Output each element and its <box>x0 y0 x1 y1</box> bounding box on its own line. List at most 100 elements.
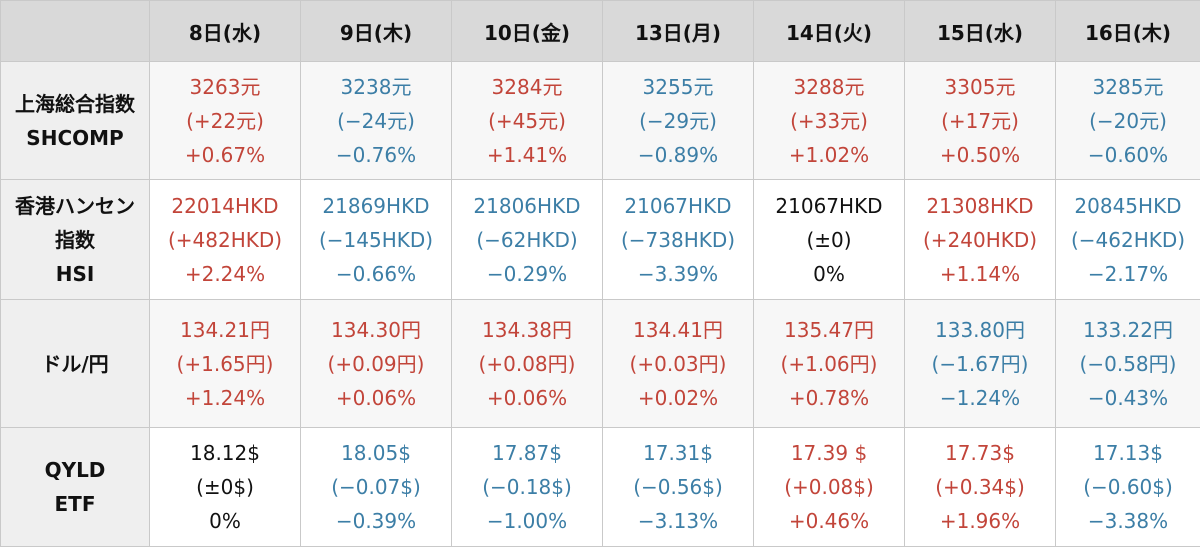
price-value: 3238元 <box>301 70 451 104</box>
price-change: (−0.60$) <box>1056 470 1200 504</box>
price-change-percent: +1.41% <box>452 138 602 172</box>
price-value: 3263元 <box>150 70 300 104</box>
date-header: 8日(水) <box>150 1 301 62</box>
price-change-percent: +2.24% <box>150 257 300 291</box>
price-value: 133.22円 <box>1056 313 1200 347</box>
price-cell: 3288元(+33元)+1.02% <box>754 62 905 180</box>
row-label-line: ドル/円 <box>1 347 149 381</box>
price-value: 17.31$ <box>603 436 753 470</box>
price-value: 17.73$ <box>905 436 1055 470</box>
price-cell: 3255元(−29元)−0.89% <box>603 62 754 180</box>
price-change: (−145HKD) <box>301 223 451 257</box>
price-value: 21067HKD <box>603 189 753 223</box>
price-value: 133.80円 <box>905 313 1055 347</box>
price-change-percent: +1.02% <box>754 138 904 172</box>
price-change-percent: −3.38% <box>1056 504 1200 538</box>
price-change: (+0.08円) <box>452 347 602 381</box>
date-header: 9日(木) <box>301 1 452 62</box>
price-cell: 21806HKD(−62HKD)−0.29% <box>452 180 603 300</box>
price-value: 21067HKD <box>754 189 904 223</box>
price-change: (−29元) <box>603 104 753 138</box>
price-change: (−20元) <box>1056 104 1200 138</box>
price-change-percent: −0.89% <box>603 138 753 172</box>
price-cell: 21308HKD(+240HKD)+1.14% <box>905 180 1056 300</box>
price-cell: 134.38円(+0.08円)+0.06% <box>452 300 603 428</box>
price-cell: 17.39 $(+0.08$)+0.46% <box>754 428 905 547</box>
price-change-percent: −0.76% <box>301 138 451 172</box>
corner-cell <box>1 1 150 62</box>
price-change: (+482HKD) <box>150 223 300 257</box>
price-change-percent: −0.66% <box>301 257 451 291</box>
price-change-percent: +0.67% <box>150 138 300 172</box>
price-value: 3284元 <box>452 70 602 104</box>
price-value: 18.12$ <box>150 436 300 470</box>
price-change-percent: +0.02% <box>603 381 753 415</box>
price-value: 3255元 <box>603 70 753 104</box>
price-cell: 3284元(+45元)+1.41% <box>452 62 603 180</box>
price-change: (+1.06円) <box>754 347 904 381</box>
price-change: (+33元) <box>754 104 904 138</box>
price-change: (+0.03円) <box>603 347 753 381</box>
price-cell: 135.47円(+1.06円)+0.78% <box>754 300 905 428</box>
price-cell: 17.13$(−0.60$)−3.38% <box>1056 428 1200 547</box>
price-value: 3288元 <box>754 70 904 104</box>
price-change-percent: −0.60% <box>1056 138 1200 172</box>
price-change-percent: −0.29% <box>452 257 602 291</box>
price-value: 134.21円 <box>150 313 300 347</box>
price-change: (+240HKD) <box>905 223 1055 257</box>
price-value: 18.05$ <box>301 436 451 470</box>
price-change: (+45元) <box>452 104 602 138</box>
price-change: (−0.07$) <box>301 470 451 504</box>
price-change: (−62HKD) <box>452 223 602 257</box>
row-label-line: HSI <box>1 257 149 291</box>
price-cell: 133.22円(−0.58円)−0.43% <box>1056 300 1200 428</box>
price-change-percent: −1.24% <box>905 381 1055 415</box>
date-header: 13日(月) <box>603 1 754 62</box>
price-cell: 134.21円(+1.65円)+1.24% <box>150 300 301 428</box>
price-change: (−0.56$) <box>603 470 753 504</box>
price-change: (−738HKD) <box>603 223 753 257</box>
price-change: (±0) <box>754 223 904 257</box>
price-cell: 3263元(+22元)+0.67% <box>150 62 301 180</box>
date-header: 15日(水) <box>905 1 1056 62</box>
price-change: (+17元) <box>905 104 1055 138</box>
price-change: (−0.18$) <box>452 470 602 504</box>
price-change-percent: −2.17% <box>1056 257 1200 291</box>
price-change-percent: +0.06% <box>301 381 451 415</box>
price-value: 21308HKD <box>905 189 1055 223</box>
price-change-percent: −3.39% <box>603 257 753 291</box>
price-change-percent: 0% <box>150 504 300 538</box>
price-change-percent: +0.46% <box>754 504 904 538</box>
row-label-line: QYLD <box>1 453 149 487</box>
price-change: (+1.65円) <box>150 347 300 381</box>
price-value: 134.41円 <box>603 313 753 347</box>
price-change: (−1.67円) <box>905 347 1055 381</box>
price-change-percent: −0.39% <box>301 504 451 538</box>
price-change-percent: +1.96% <box>905 504 1055 538</box>
row-label-line: 香港ハンセン <box>1 189 149 223</box>
row-label-line: ETF <box>1 487 149 521</box>
row-label: ドル/円 <box>1 300 150 428</box>
price-cell: 21067HKD(−738HKD)−3.39% <box>603 180 754 300</box>
price-value: 3285元 <box>1056 70 1200 104</box>
price-value: 135.47円 <box>754 313 904 347</box>
price-change-percent: −1.00% <box>452 504 602 538</box>
price-change: (−0.58円) <box>1056 347 1200 381</box>
price-value: 17.13$ <box>1056 436 1200 470</box>
price-change-percent: −0.43% <box>1056 381 1200 415</box>
price-value: 21869HKD <box>301 189 451 223</box>
price-cell: 18.12$(±0$)0% <box>150 428 301 547</box>
price-change-percent: 0% <box>754 257 904 291</box>
header-row: 8日(水) 9日(木) 10日(金) 13日(月) 14日(火) 15日(水) … <box>1 1 1200 62</box>
price-change-percent: +0.78% <box>754 381 904 415</box>
price-cell: 133.80円(−1.67円)−1.24% <box>905 300 1056 428</box>
price-value: 17.87$ <box>452 436 602 470</box>
row-label-line: SHCOMP <box>1 121 149 155</box>
